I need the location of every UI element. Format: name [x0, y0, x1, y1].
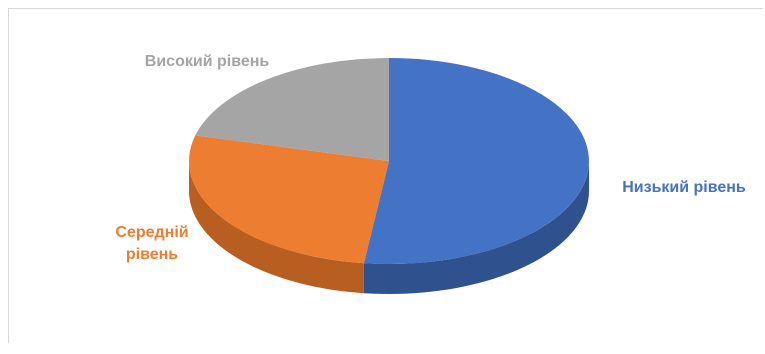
pie-slice-2 [195, 57, 389, 161]
pie-side-1 [189, 161, 364, 294]
chart-area: Низький рівень Середній рівень Високий ріве… [8, 8, 763, 343]
pie-side-0 [363, 161, 589, 294]
pie-tops [188, 57, 589, 264]
slice-label-0: Низький рівень [622, 179, 746, 196]
pie-sides [189, 161, 589, 294]
slice-label-line: рівень [126, 246, 178, 263]
slice-label-line: Низький рівень [622, 179, 746, 196]
pie-slice-0 [363, 58, 589, 264]
slice-label-line: Середній [115, 224, 188, 241]
pie-labels: Низький рівень Середній рівень Високий ріве… [115, 53, 746, 263]
slice-label-1: Середній рівень [115, 224, 188, 263]
pie-chart: Низький рівень Середній рівень Високий ріве… [115, 53, 746, 294]
pie-slice-1 [188, 135, 389, 264]
slice-label-line: Високий рівень [145, 53, 270, 70]
slice-label-2: Високий рівень [145, 53, 270, 70]
